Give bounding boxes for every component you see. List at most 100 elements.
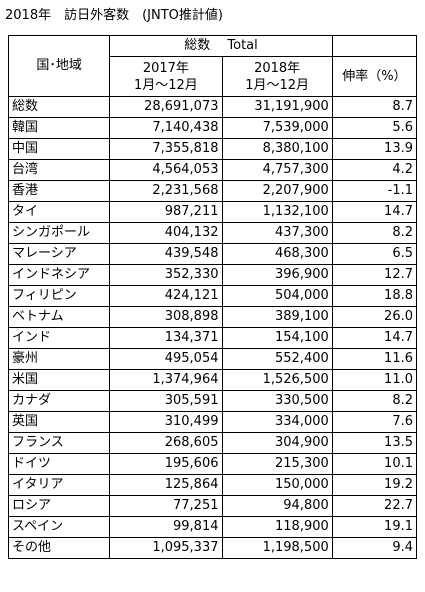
country-name-cell: 韓国 <box>7 117 111 139</box>
value-2017-cell: 352,330 <box>109 264 223 286</box>
value-2017-cell: 305,591 <box>109 390 223 412</box>
col-2018-header: 2018年 1月～12月 <box>221 56 333 97</box>
value-2018-cell: 118,900 <box>221 516 333 538</box>
country-name-cell: イタリア <box>7 474 111 496</box>
value-2018-cell: 154,100 <box>221 327 333 349</box>
value-2017-cell: 195,606 <box>109 453 223 475</box>
document-title: 2018年 訪日外客数 (JNTO推計値) <box>5 8 223 23</box>
value-2018-cell: 504,000 <box>221 285 333 307</box>
value-2017-cell: 125,864 <box>109 474 223 496</box>
growth-rate-cell: 8.7 <box>331 96 418 118</box>
country-name-cell: フィリピン <box>7 285 111 307</box>
value-2017-cell: 1,374,964 <box>109 369 223 391</box>
country-name-cell: インド <box>7 327 111 349</box>
growth-rate-cell: 4.2 <box>331 159 418 181</box>
country-name-cell: 中国 <box>7 138 111 160</box>
total-column-header: 総数 Total <box>109 35 333 57</box>
value-2017-cell: 4,564,053 <box>109 159 223 181</box>
header-row-top: 国･地域 総数 Total <box>7 35 418 97</box>
country-name-cell: 香港 <box>7 180 111 202</box>
growth-rate-cell: 19.2 <box>331 474 418 496</box>
growth-rate-cell: 18.8 <box>331 285 418 307</box>
growth-rate-cell: 8.2 <box>331 222 418 244</box>
country-name-cell: タイ <box>7 201 111 223</box>
country-name-cell: フランス <box>7 432 111 454</box>
value-2017-cell: 1,095,337 <box>109 537 223 559</box>
table-row: ベトナム 308,898 389,100 26.0 <box>7 306 418 328</box>
value-2018-cell: 396,900 <box>221 264 333 286</box>
country-column-header: 国･地域 <box>7 35 111 97</box>
table-row: 米国 1,374,964 1,526,500 11.0 <box>7 369 418 391</box>
table-row: 台湾 4,564,053 4,757,300 4.2 <box>7 159 418 181</box>
country-name-cell: ベトナム <box>7 306 111 328</box>
value-2018-cell: 552,400 <box>221 348 333 370</box>
growth-rate-cell: 22.7 <box>331 495 418 517</box>
growth-rate-cell: 11.0 <box>331 369 418 391</box>
value-2017-cell: 310,499 <box>109 411 223 433</box>
country-name-cell: スペイン <box>7 516 111 538</box>
growth-rate-cell: 7.6 <box>331 411 418 433</box>
table-row: フィリピン 424,121 504,000 18.8 <box>7 285 418 307</box>
value-2018-cell: 330,500 <box>221 390 333 412</box>
country-name-cell: 米国 <box>7 369 111 391</box>
value-2017-cell: 99,814 <box>109 516 223 538</box>
country-name-cell: 総数 <box>7 96 111 118</box>
table-body: 国･地域 総数 Total 2017年 1月～12月 2018年 1月～12月 … <box>7 35 418 559</box>
value-2018-cell: 31,191,900 <box>221 96 333 118</box>
table-row: タイ 987,211 1,132,100 14.7 <box>7 201 418 223</box>
value-2017-cell: 308,898 <box>109 306 223 328</box>
value-2018-cell: 2,207,900 <box>221 180 333 202</box>
table-row: 豪州 495,054 552,400 11.6 <box>7 348 418 370</box>
value-2018-cell: 468,300 <box>221 243 333 265</box>
country-name-cell: 英国 <box>7 411 111 433</box>
growth-rate-cell: 5.6 <box>331 117 418 139</box>
col-2018-period: 1月～12月 <box>245 77 310 93</box>
col-2018-year: 2018年 <box>254 60 301 76</box>
country-name-cell: シンガポール <box>7 222 111 244</box>
table-row: インドネシア 352,330 396,900 12.7 <box>7 264 418 286</box>
value-2018-cell: 4,757,300 <box>221 159 333 181</box>
table-row: フランス 268,605 304,900 13.5 <box>7 432 418 454</box>
table-row: スペイン 99,814 118,900 19.1 <box>7 516 418 538</box>
table-row: 香港 2,231,568 2,207,900 -1.1 <box>7 180 418 202</box>
value-2017-cell: 2,231,568 <box>109 180 223 202</box>
value-2017-cell: 7,355,818 <box>109 138 223 160</box>
value-2017-cell: 495,054 <box>109 348 223 370</box>
growth-rate-cell: 13.9 <box>331 138 418 160</box>
table-row: 韓国 7,140,438 7,539,000 5.6 <box>7 117 418 139</box>
growth-rate-cell: 9.4 <box>331 537 418 559</box>
col-2017-period: 1月～12月 <box>133 77 198 93</box>
col-2017-year: 2017年 <box>142 60 189 76</box>
value-2018-cell: 334,000 <box>221 411 333 433</box>
growth-rate-cell: -1.1 <box>331 180 418 202</box>
table-row: インド 134,371 154,100 14.7 <box>7 327 418 349</box>
table-row: その他 1,095,337 1,198,500 9.4 <box>7 537 418 559</box>
rate-header-blank <box>331 35 418 57</box>
table-row: ドイツ 195,606 215,300 10.1 <box>7 453 418 475</box>
value-2017-cell: 424,121 <box>109 285 223 307</box>
country-name-cell: ロシア <box>7 495 111 517</box>
country-name-cell: 台湾 <box>7 159 111 181</box>
value-2018-cell: 8,380,100 <box>221 138 333 160</box>
value-2017-cell: 7,140,438 <box>109 117 223 139</box>
growth-rate-cell: 12.7 <box>331 264 418 286</box>
col-2017-header: 2017年 1月～12月 <box>109 56 223 97</box>
value-2017-cell: 987,211 <box>109 201 223 223</box>
growth-rate-cell: 13.5 <box>331 432 418 454</box>
value-2018-cell: 94,800 <box>221 495 333 517</box>
country-name-cell: カナダ <box>7 390 111 412</box>
visitor-statistics-table: 国･地域 総数 Total 2017年 1月～12月 2018年 1月～12月 … <box>7 35 418 559</box>
country-name-cell: マレーシア <box>7 243 111 265</box>
table-row: カナダ 305,591 330,500 8.2 <box>7 390 418 412</box>
growth-rate-cell: 11.6 <box>331 348 418 370</box>
table-row: マレーシア 439,548 468,300 6.5 <box>7 243 418 265</box>
growth-rate-cell: 14.7 <box>331 327 418 349</box>
value-2017-cell: 439,548 <box>109 243 223 265</box>
value-2018-cell: 215,300 <box>221 453 333 475</box>
value-2018-cell: 437,300 <box>221 222 333 244</box>
rate-column-header: 伸率（%） <box>331 56 418 97</box>
table-row: イタリア 125,864 150,000 19.2 <box>7 474 418 496</box>
value-2017-cell: 77,251 <box>109 495 223 517</box>
table-row: 総数 28,691,073 31,191,900 8.7 <box>7 96 418 118</box>
value-2017-cell: 134,371 <box>109 327 223 349</box>
